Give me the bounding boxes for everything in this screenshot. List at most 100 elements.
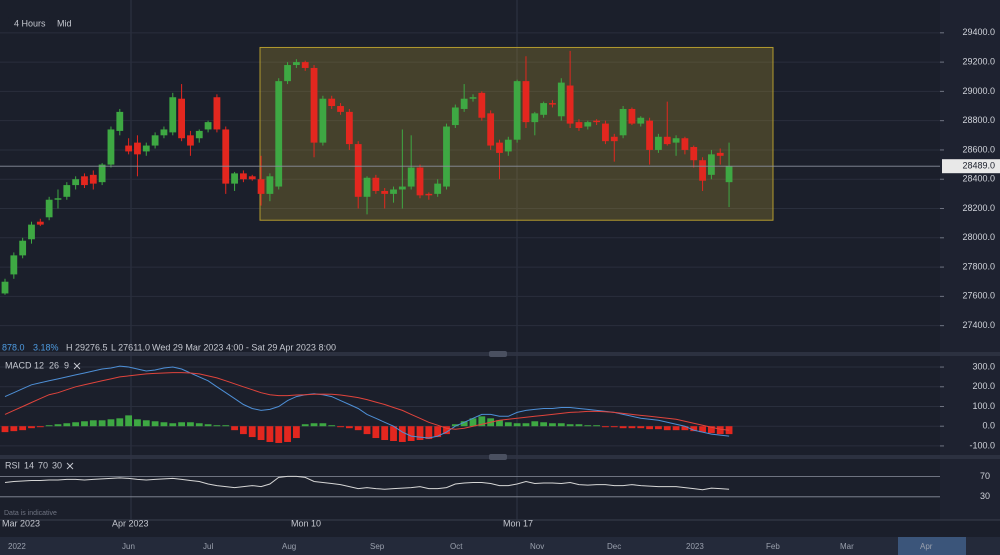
candle-body bbox=[125, 145, 133, 152]
time-label: Mon 10 bbox=[291, 518, 321, 528]
macd-histogram-bar bbox=[699, 426, 706, 433]
time-label: Mon 17 bbox=[503, 518, 533, 528]
macd-histogram-bar bbox=[266, 426, 274, 442]
macd-histogram-bar bbox=[557, 423, 565, 427]
candle-body bbox=[725, 166, 733, 183]
macd-histogram-bar bbox=[275, 426, 283, 443]
candle-body bbox=[504, 139, 512, 152]
candle-body bbox=[690, 147, 698, 161]
candle-body bbox=[1, 281, 9, 294]
macd-histogram-bar bbox=[72, 422, 80, 427]
macd-histogram-bar bbox=[301, 424, 309, 427]
candle-body bbox=[451, 107, 459, 126]
pane-param: 70 bbox=[38, 460, 48, 470]
macd-histogram-bar bbox=[354, 426, 362, 431]
y-tick-label: 28000.0 bbox=[962, 232, 995, 242]
macd-histogram-bar bbox=[566, 424, 574, 427]
macd-histogram-bar bbox=[169, 423, 177, 427]
y-tick-label: 27400.0 bbox=[962, 320, 995, 330]
macd-histogram-bar bbox=[98, 420, 106, 427]
macd-histogram-bar bbox=[451, 424, 459, 427]
candle-body bbox=[407, 167, 415, 187]
candle-body bbox=[345, 111, 353, 145]
divider-handle[interactable] bbox=[489, 454, 507, 460]
macd-histogram-bar bbox=[319, 423, 327, 427]
candle-body bbox=[328, 98, 336, 107]
macd-histogram-bar bbox=[575, 424, 583, 427]
macd-histogram-bar bbox=[292, 426, 300, 439]
navigator-label: Aug bbox=[282, 542, 296, 551]
macd-histogram-bar bbox=[584, 425, 592, 427]
candle-body bbox=[522, 81, 530, 123]
candle-body bbox=[381, 190, 389, 194]
pane-param: 14 bbox=[24, 460, 34, 470]
macd-histogram-bar bbox=[655, 426, 662, 430]
macd-histogram-bar bbox=[672, 426, 680, 431]
macd-histogram-bar bbox=[116, 418, 124, 427]
macd-histogram-bar bbox=[398, 426, 406, 442]
macd-histogram-bar bbox=[328, 425, 336, 427]
macd-histogram-bar bbox=[443, 426, 450, 435]
candle-body bbox=[575, 122, 583, 128]
y-tick-label: 27800.0 bbox=[962, 261, 995, 271]
y-tick-label: 28600.0 bbox=[962, 144, 995, 154]
macd-histogram-bar bbox=[469, 418, 477, 427]
close-icon[interactable] bbox=[73, 362, 81, 370]
macd-histogram-bar bbox=[160, 422, 168, 427]
candle-body bbox=[292, 62, 300, 66]
candle-body bbox=[45, 199, 53, 218]
candle-body bbox=[195, 130, 203, 139]
candle-body bbox=[28, 224, 35, 240]
candle-body bbox=[478, 92, 486, 118]
pane-param: 26 bbox=[49, 360, 59, 370]
navigator-window[interactable] bbox=[898, 537, 966, 555]
last-price-box bbox=[942, 159, 1000, 174]
navigator-label: Jun bbox=[122, 542, 135, 551]
candle-body bbox=[337, 106, 344, 112]
interval-button[interactable] bbox=[8, 17, 50, 31]
candle-body bbox=[637, 117, 645, 124]
candle-body bbox=[98, 164, 106, 183]
macd-histogram-bar bbox=[407, 426, 415, 441]
macd-histogram-bar bbox=[602, 426, 609, 428]
macd-histogram-bar bbox=[690, 426, 698, 432]
macd-histogram-bar bbox=[54, 424, 62, 427]
pane-label: MACD bbox=[5, 360, 32, 370]
candle-body bbox=[72, 179, 80, 186]
y-tick-label: 28400.0 bbox=[962, 174, 995, 184]
candle-body bbox=[134, 142, 141, 155]
price-type[interactable]: Mid bbox=[57, 18, 72, 28]
macd-histogram-bar bbox=[425, 426, 433, 440]
pane-param: 12 bbox=[34, 360, 44, 370]
close-icon[interactable] bbox=[66, 462, 74, 470]
candle-body bbox=[672, 138, 680, 143]
y-tick-label: 28200.0 bbox=[962, 203, 995, 213]
macd-histogram-bar bbox=[10, 426, 18, 432]
macd-histogram-bar bbox=[151, 421, 159, 427]
y-tick-label: 28800.0 bbox=[962, 115, 995, 125]
divider-handle[interactable] bbox=[489, 351, 507, 357]
candle-body bbox=[610, 136, 618, 142]
macd-histogram-bar bbox=[513, 423, 521, 427]
interval[interactable]: 4 Hours bbox=[14, 18, 46, 28]
navigator-label: 2022 bbox=[8, 542, 26, 551]
y-tick-label: 0.0 bbox=[982, 421, 995, 431]
candle-body bbox=[549, 103, 556, 105]
macd-histogram-bar bbox=[637, 426, 645, 429]
candle-body bbox=[655, 136, 662, 150]
macd-histogram-bar bbox=[593, 425, 601, 427]
change: 878.0 bbox=[2, 342, 25, 352]
macd-histogram-bar bbox=[337, 426, 344, 428]
candle-body bbox=[54, 198, 62, 200]
y-tick-label: 29400.0 bbox=[962, 27, 995, 37]
macd-histogram-bar bbox=[19, 426, 27, 431]
candle-body bbox=[231, 173, 238, 184]
change-pct: 3.18% bbox=[33, 342, 59, 352]
navigator[interactable] bbox=[0, 537, 1000, 555]
macd-histogram-bar bbox=[460, 421, 468, 427]
candle-body bbox=[681, 138, 689, 150]
macd-histogram-bar bbox=[549, 423, 556, 427]
candle-body bbox=[187, 135, 194, 146]
candle-body bbox=[619, 108, 627, 136]
